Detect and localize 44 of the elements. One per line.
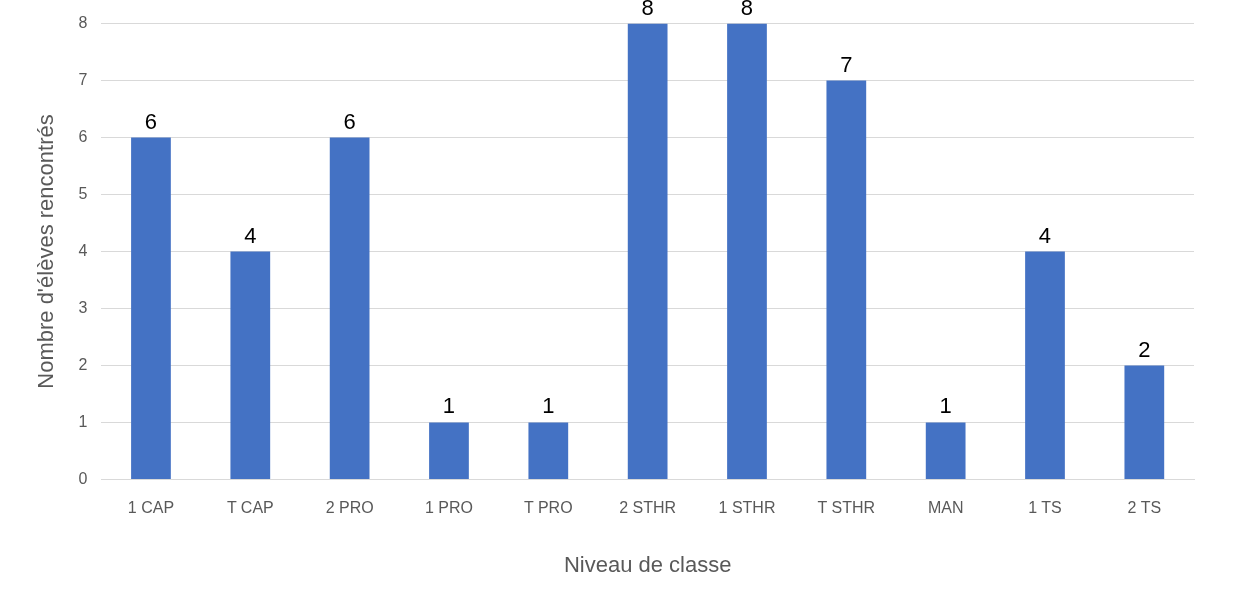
- bar: [925, 422, 966, 479]
- x-tick-label: T STHR: [817, 499, 876, 517]
- y-tick-label: 4: [78, 241, 88, 259]
- bar: [429, 422, 469, 479]
- x-tick-label: 2 TS: [1127, 499, 1162, 517]
- y-tick-label: 2: [78, 355, 88, 373]
- data-label: 8: [740, 0, 754, 20]
- x-tick-label: T PRO: [524, 499, 573, 517]
- data-label: 2: [1138, 336, 1151, 362]
- data-label: 7: [840, 51, 853, 77]
- data-label: 8: [641, 0, 654, 20]
- y-tick-label: 1: [78, 412, 88, 430]
- data-label: 1: [442, 393, 456, 419]
- x-axis-title: Niveau de classe: [563, 551, 732, 577]
- x-tick-label: T CAP: [226, 499, 274, 517]
- x-tick-label: 1 TS: [1028, 499, 1062, 517]
- bar: [329, 137, 370, 479]
- y-tick-label: 7: [78, 70, 88, 88]
- x-tick-label: 2 STHR: [619, 499, 677, 517]
- bar: [528, 422, 569, 479]
- data-label: 6: [343, 108, 356, 134]
- y-tick-label: 8: [78, 14, 88, 32]
- y-tick-label: 5: [78, 184, 88, 202]
- y-tick-label: 3: [78, 298, 88, 316]
- data-label: 6: [144, 108, 158, 134]
- x-tick-label: 2 PRO: [325, 499, 374, 517]
- bar: [727, 23, 767, 479]
- data-label: 1: [542, 393, 555, 419]
- bar: [230, 251, 271, 479]
- data-label: 1: [939, 393, 952, 419]
- x-tick-label: 1 STHR: [718, 499, 776, 517]
- bar: [627, 23, 668, 479]
- y-tick-label: 0: [78, 469, 88, 487]
- bar: [826, 80, 867, 479]
- bar: [131, 137, 171, 479]
- x-tick-label: 1 CAP: [127, 499, 175, 517]
- data-label: 4: [1038, 222, 1052, 248]
- x-tick-label: MAN: [927, 499, 964, 517]
- bar: [1124, 365, 1165, 479]
- y-axis-title: Nombre d'élèves rencontrés: [33, 114, 59, 389]
- bar: [1025, 251, 1065, 479]
- x-tick-label: 1 PRO: [424, 499, 473, 517]
- data-label: 4: [244, 222, 257, 248]
- y-tick-label: 6: [78, 127, 88, 145]
